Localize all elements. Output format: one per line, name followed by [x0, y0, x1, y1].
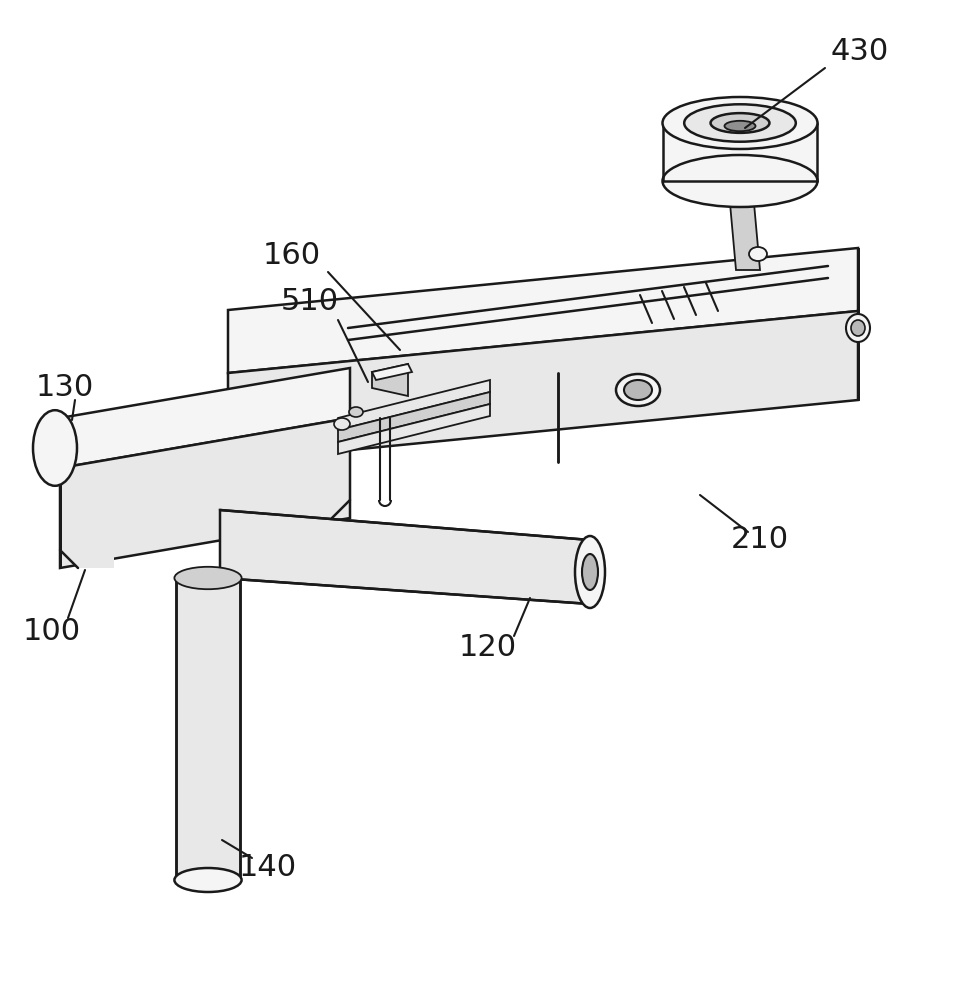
- Text: 100: 100: [23, 617, 81, 647]
- Ellipse shape: [710, 113, 770, 133]
- Polygon shape: [60, 368, 350, 468]
- Ellipse shape: [662, 155, 818, 207]
- Ellipse shape: [616, 374, 660, 406]
- Polygon shape: [176, 578, 240, 880]
- Text: 160: 160: [263, 240, 321, 269]
- Ellipse shape: [575, 536, 605, 608]
- Ellipse shape: [334, 418, 350, 430]
- Polygon shape: [220, 510, 590, 604]
- Ellipse shape: [175, 868, 242, 892]
- Polygon shape: [728, 181, 760, 270]
- Polygon shape: [338, 404, 490, 454]
- Ellipse shape: [33, 410, 77, 486]
- Polygon shape: [55, 414, 60, 482]
- Text: 430: 430: [830, 37, 889, 66]
- Polygon shape: [60, 550, 114, 568]
- Ellipse shape: [624, 380, 652, 400]
- Text: 510: 510: [281, 288, 339, 316]
- Ellipse shape: [846, 314, 870, 342]
- Polygon shape: [663, 123, 817, 181]
- Polygon shape: [60, 418, 350, 568]
- Ellipse shape: [749, 247, 767, 261]
- Ellipse shape: [851, 320, 865, 336]
- Text: 120: 120: [459, 634, 517, 662]
- Text: 140: 140: [239, 854, 297, 882]
- Text: 130: 130: [36, 373, 94, 402]
- Text: 210: 210: [731, 526, 789, 554]
- Ellipse shape: [662, 97, 818, 149]
- Polygon shape: [228, 311, 858, 462]
- Ellipse shape: [725, 121, 756, 131]
- Polygon shape: [228, 248, 858, 373]
- Polygon shape: [338, 380, 490, 430]
- Polygon shape: [372, 364, 408, 396]
- Polygon shape: [372, 364, 412, 380]
- Ellipse shape: [349, 407, 363, 417]
- Ellipse shape: [582, 554, 598, 590]
- Polygon shape: [338, 392, 490, 442]
- Ellipse shape: [175, 567, 242, 589]
- Ellipse shape: [684, 104, 796, 142]
